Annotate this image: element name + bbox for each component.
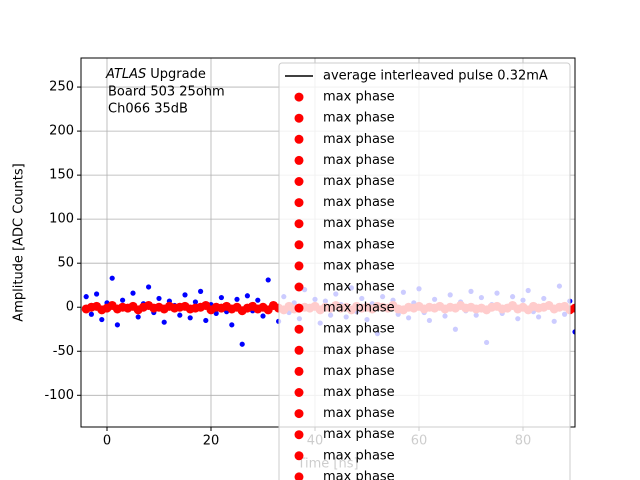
legend-marker xyxy=(294,134,304,144)
data-point xyxy=(187,315,193,321)
legend-label: max phase xyxy=(323,427,395,442)
legend-marker xyxy=(294,219,304,229)
legend-marker xyxy=(294,472,304,480)
data-point xyxy=(218,294,224,301)
max-phase-point xyxy=(175,302,185,312)
legend-label: max phase xyxy=(323,195,395,210)
legend-marker xyxy=(294,240,304,250)
data-point xyxy=(99,316,105,323)
y-axis-label: Amplitude [ADC Counts] xyxy=(12,163,27,321)
data-point xyxy=(229,322,235,328)
annotation-line: Ch066 35dB xyxy=(108,102,188,117)
data-point xyxy=(265,277,271,283)
data-point xyxy=(260,313,266,319)
data-point xyxy=(192,299,198,305)
legend-label: max phase xyxy=(323,258,395,273)
legend: average interleaved pulse 0.32mA max phas… xyxy=(278,62,571,480)
legend-label: max phase xyxy=(323,153,395,168)
legend-marker xyxy=(294,177,304,186)
data-point xyxy=(146,284,152,290)
legend-label: max phase xyxy=(323,280,395,295)
legend-label: max phase xyxy=(323,216,395,231)
legend-label: max phase xyxy=(323,174,395,189)
legend-label: max phase xyxy=(323,469,395,480)
legend-marker xyxy=(294,388,304,397)
legend-marker xyxy=(294,261,304,271)
y-tick-label: -100 xyxy=(44,388,74,403)
data-point xyxy=(572,329,575,335)
data-point xyxy=(120,297,126,303)
legend-label: max phase xyxy=(323,448,395,463)
x-tick-label: 20 xyxy=(203,434,220,449)
data-point xyxy=(94,291,100,297)
legend-box xyxy=(278,62,571,480)
data-point xyxy=(244,293,250,299)
legend-label: max phase xyxy=(323,385,395,400)
data-point xyxy=(239,341,245,347)
legend-label: max phase xyxy=(323,322,395,337)
legend-label: max phase xyxy=(323,132,395,147)
data-point xyxy=(255,297,261,303)
legend-label: max phase xyxy=(323,237,395,252)
data-point xyxy=(109,275,115,281)
y-tick-label: -50 xyxy=(53,344,74,359)
experiment: ATLAS xyxy=(105,67,146,82)
y-tick-label: 150 xyxy=(49,168,74,183)
legend-marker xyxy=(294,282,304,292)
data-point xyxy=(114,322,120,328)
data-point xyxy=(135,314,141,320)
legend-marker xyxy=(294,155,304,165)
y-tick-label: 0 xyxy=(66,300,74,315)
y-tick-label: 100 xyxy=(49,212,74,227)
legend-label: average interleaved pulse 0.32mA xyxy=(323,69,548,84)
y-tick-label: 200 xyxy=(49,124,74,139)
legend-marker xyxy=(294,92,304,102)
y-tick-label: 50 xyxy=(57,256,74,271)
experiment-suffix: Upgrade xyxy=(150,67,206,82)
legend-label: max phase xyxy=(323,343,395,358)
data-point xyxy=(203,317,209,324)
legend-label: max phase xyxy=(323,90,395,105)
legend-marker xyxy=(294,324,304,334)
data-point xyxy=(161,319,167,325)
data-point xyxy=(130,290,136,296)
data-point xyxy=(234,296,240,302)
y-tick-label: 250 xyxy=(49,80,74,95)
data-point xyxy=(177,312,183,318)
legend-marker xyxy=(294,345,304,355)
max-phase-point xyxy=(570,303,575,313)
data-point xyxy=(198,288,204,294)
legend-marker xyxy=(294,366,304,376)
data-point xyxy=(156,295,162,302)
x-tick-label: 0 xyxy=(103,434,111,449)
data-point xyxy=(88,311,94,317)
data-point xyxy=(83,294,89,300)
data-point xyxy=(182,292,188,298)
legend-marker xyxy=(294,113,304,123)
legend-label: max phase xyxy=(323,111,395,126)
legend-marker xyxy=(294,451,304,461)
legend-label: max phase xyxy=(323,364,395,379)
annotation-line: Board 503 25ohm xyxy=(108,85,225,100)
legend-marker xyxy=(294,303,304,313)
legend-marker xyxy=(294,430,304,440)
annotation: ATLAS Upgrade xyxy=(105,67,206,82)
legend-label: max phase xyxy=(323,301,395,316)
legend-label: max phase xyxy=(323,406,395,421)
legend-marker xyxy=(294,198,304,208)
legend-marker xyxy=(294,409,304,419)
